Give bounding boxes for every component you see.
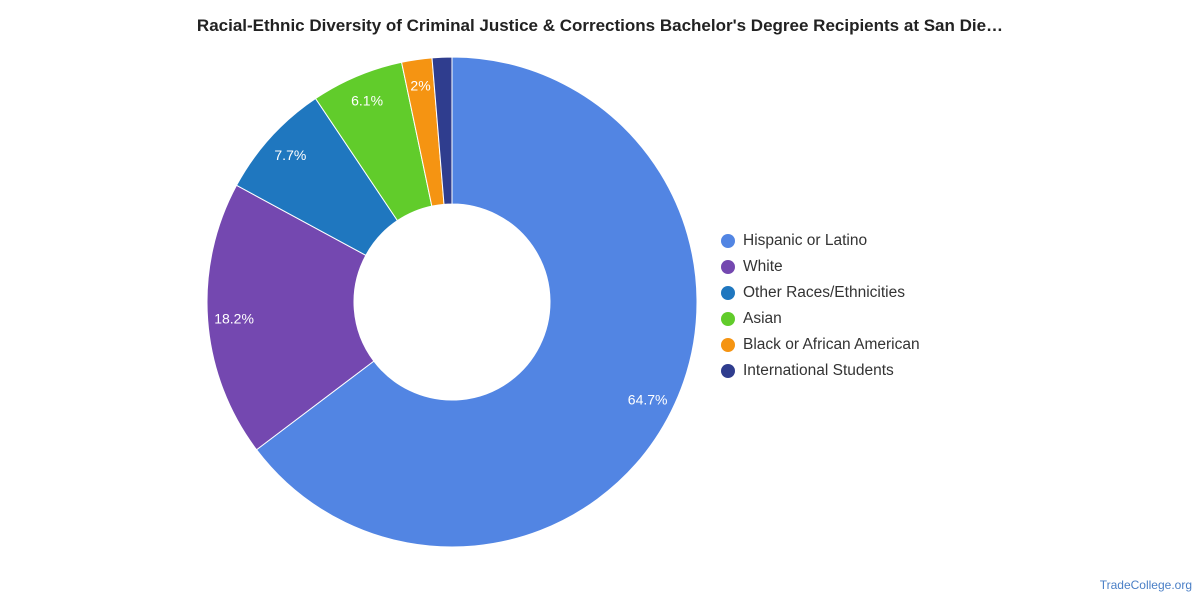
chart-title: Racial-Ethnic Diversity of Criminal Just…: [196, 16, 1004, 35]
legend-label: International Students: [743, 362, 894, 379]
legend-swatch: [721, 234, 735, 248]
legend-swatch: [721, 338, 735, 352]
legend-item[interactable]: Hispanic or Latino: [721, 228, 920, 254]
slice-hispanic-or-latino[interactable]: [255, 56, 698, 548]
legend-item[interactable]: Asian: [721, 306, 920, 332]
legend-swatch: [721, 312, 735, 326]
slice-international-students[interactable]: [431, 56, 453, 205]
slice-label: 18.2%: [214, 310, 254, 326]
slice-label: 6.1%: [351, 93, 383, 109]
legend-label: Black or African American: [743, 336, 920, 353]
legend-label: White: [743, 258, 783, 275]
legend-item[interactable]: Black or African American: [721, 332, 920, 358]
slice-white[interactable]: [206, 184, 375, 451]
slice-label: 64.7%: [628, 391, 668, 407]
legend-label: Asian: [743, 310, 782, 327]
source-link[interactable]: TradeCollege.org: [1099, 578, 1192, 592]
chart-legend: Hispanic or Latino White Other Races/Ethni…: [721, 228, 920, 384]
legend-swatch: [721, 260, 735, 274]
legend-item[interactable]: White: [721, 254, 920, 280]
legend-item[interactable]: Other Races/Ethnicities: [721, 280, 920, 306]
slice-labels: 64.7% 18.2% 7.7% 6.1% 2%: [214, 78, 667, 408]
donut-slices: [206, 56, 698, 548]
legend-swatch: [721, 286, 735, 300]
legend-label: Hispanic or Latino: [743, 232, 868, 249]
legend-item[interactable]: International Students: [721, 358, 920, 384]
slice-label: 2%: [410, 78, 430, 94]
slice-label: 7.7%: [274, 147, 306, 163]
legend-swatch: [721, 364, 735, 378]
legend-label: Other Races/Ethnicities: [743, 284, 905, 301]
